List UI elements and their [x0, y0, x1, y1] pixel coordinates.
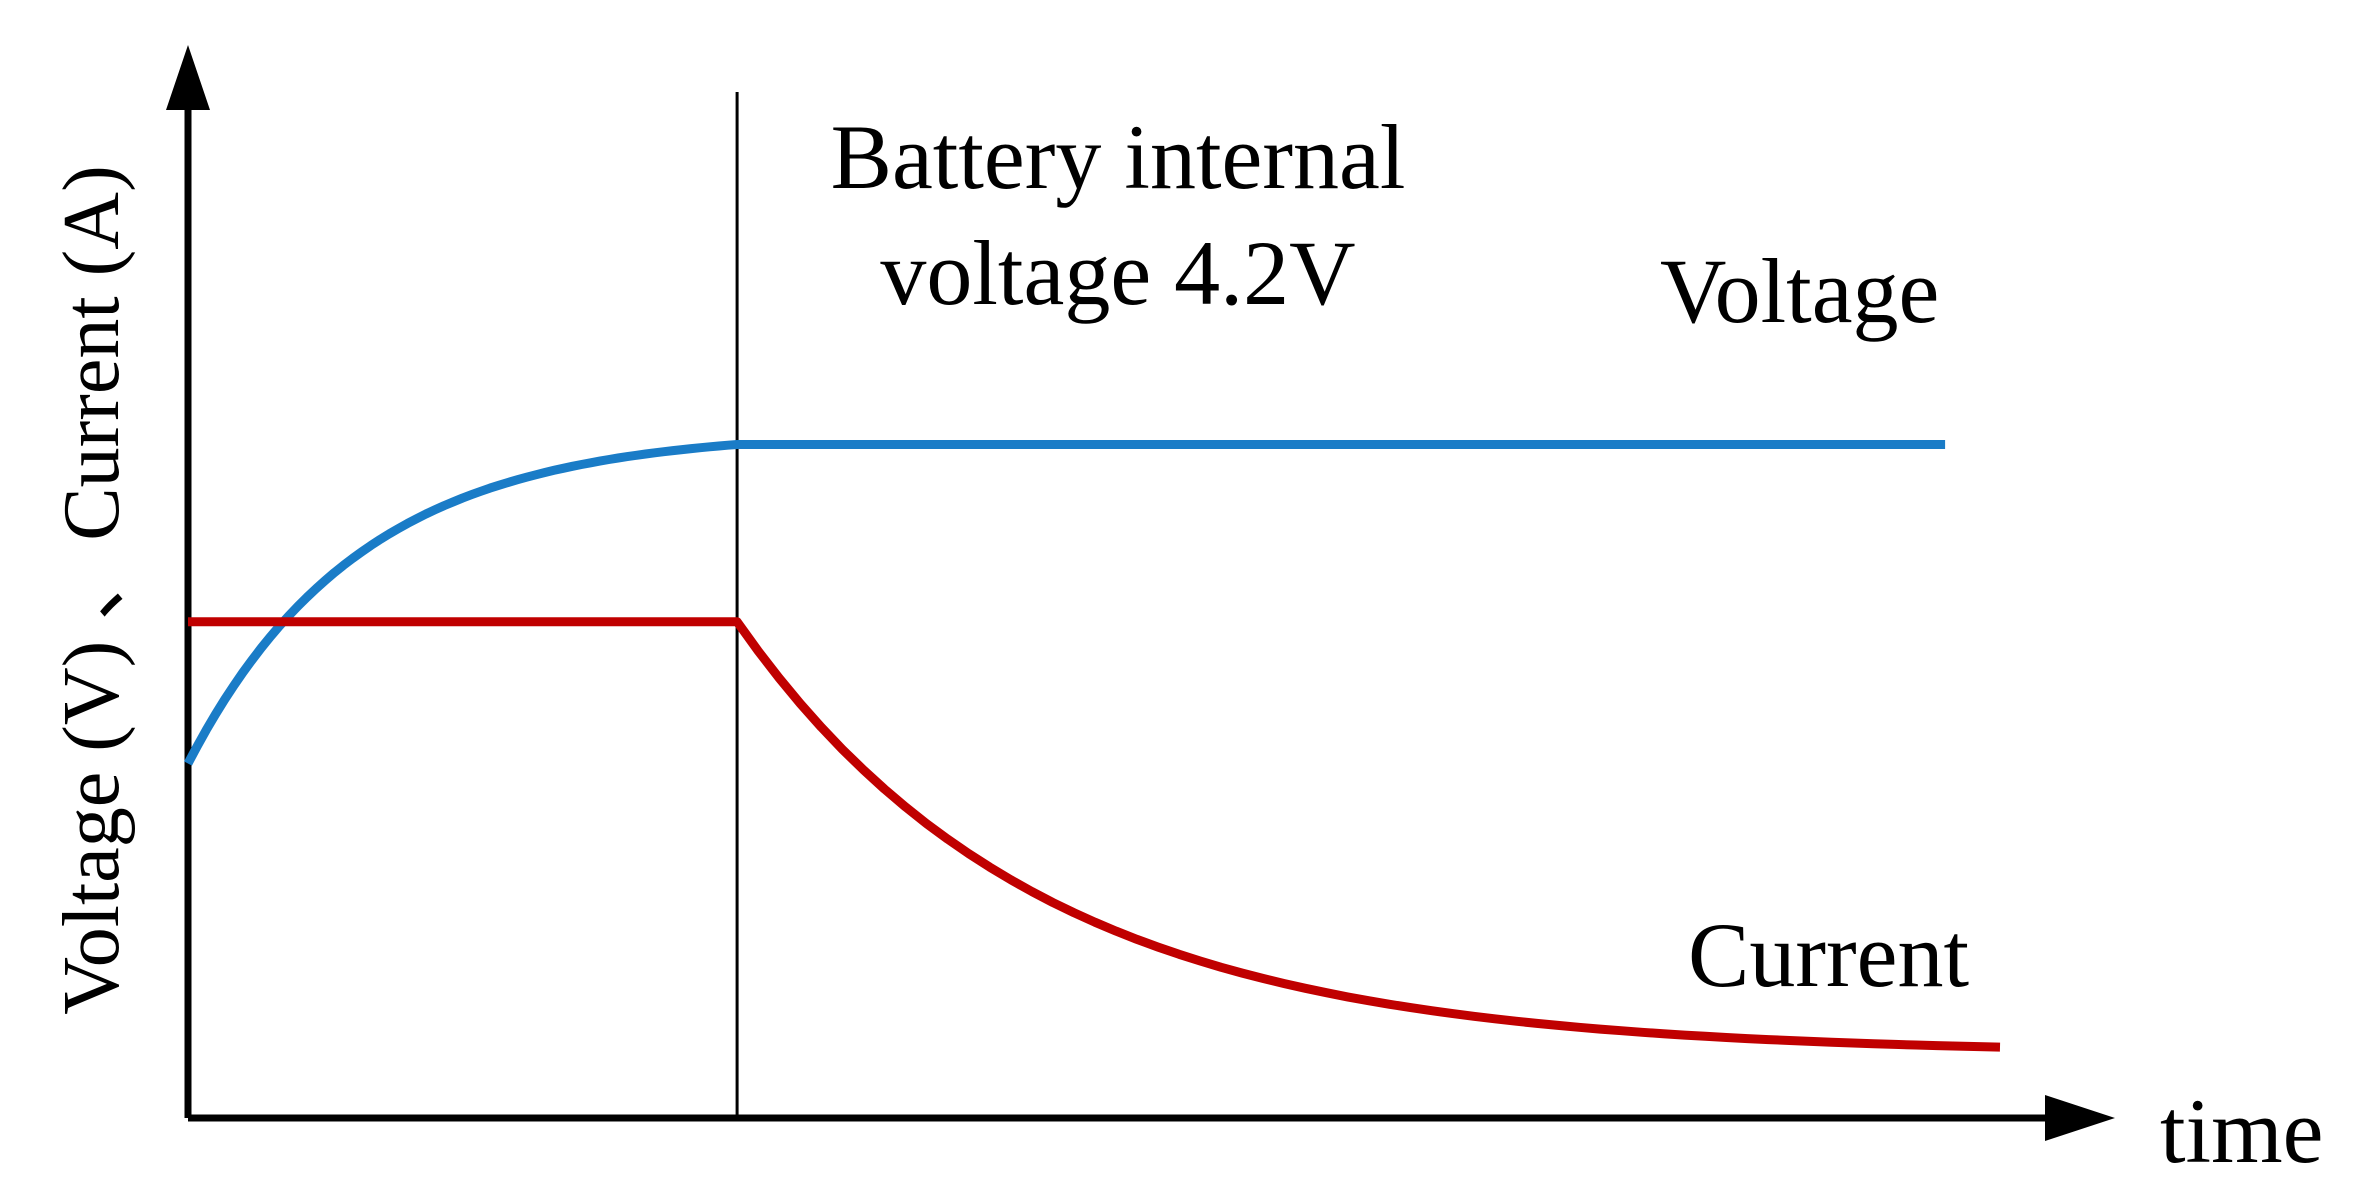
y-axis-title: Voltage (V) 、Current (A) [48, 165, 136, 1014]
annotation-line-2: voltage 4.2V [880, 222, 1355, 324]
current-series-line [188, 617, 2001, 1052]
x-axis-title: time [2160, 1080, 2324, 1182]
x-axis-arrowhead [2045, 1095, 2115, 1141]
voltage-series-label: Voltage [1660, 240, 1939, 342]
annotation-line-1: Battery internal [831, 106, 1406, 208]
voltage-series-line [184, 440, 1946, 766]
y-axis-arrowhead [166, 45, 210, 110]
current-series-label: Current [1688, 904, 1969, 1006]
